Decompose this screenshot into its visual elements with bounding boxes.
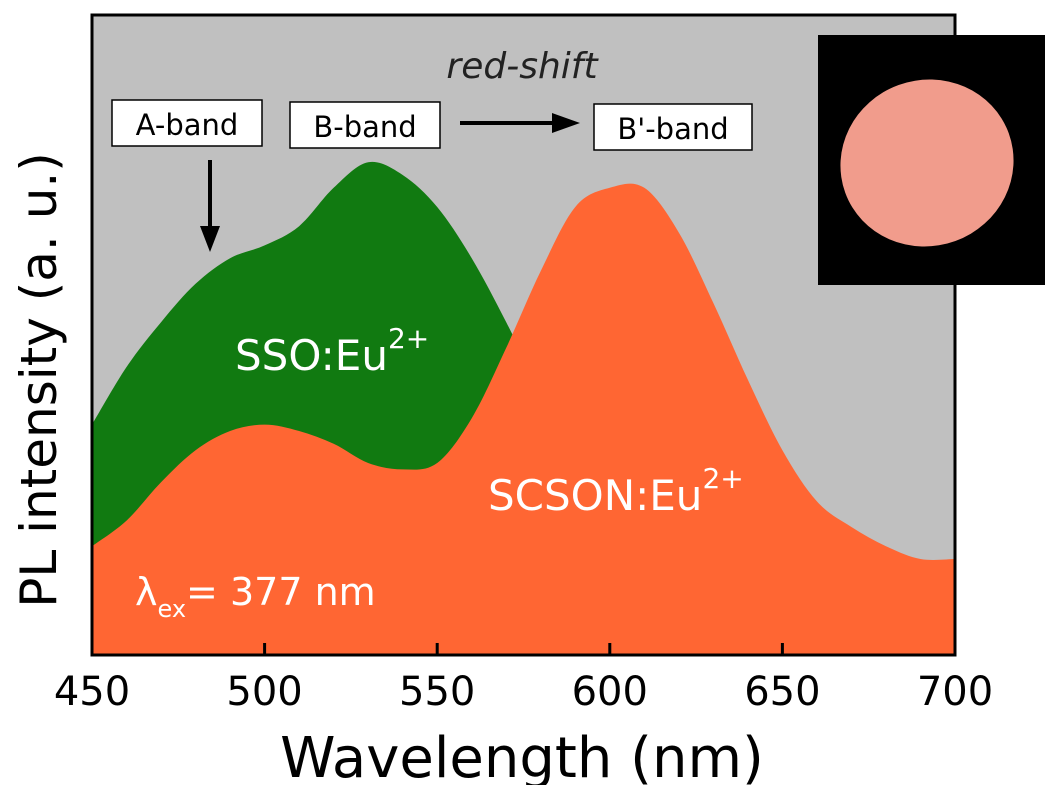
chart: red-shift A-band B-band B'-band SSO:Eu2+… (0, 0, 1059, 785)
annotation: A-band (136, 108, 239, 142)
x-tick-label: 450 (54, 669, 130, 715)
x-tick-label: 700 (917, 669, 993, 715)
x-tick-label: 500 (226, 669, 302, 715)
annotation: B'-band (617, 112, 728, 146)
x-tick-label: 650 (744, 669, 820, 715)
x-axis-title: Wavelength (nm) (280, 726, 764, 785)
y-axis-title: PL intensity (a. u.) (10, 152, 68, 608)
x-tick-label: 600 (572, 669, 648, 715)
annotation: red-shift (446, 46, 599, 87)
x-tick-label: 550 (399, 669, 475, 715)
annotation: B-band (313, 110, 416, 144)
